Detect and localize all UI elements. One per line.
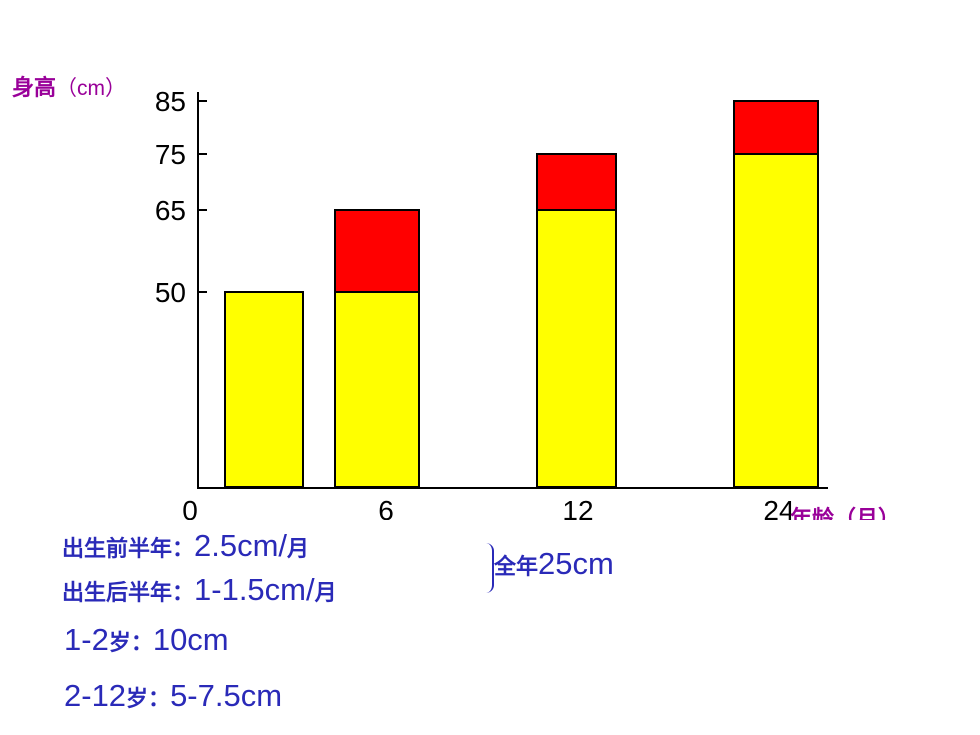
bar-base-24 <box>733 153 819 488</box>
bar-growth-12 <box>536 153 617 211</box>
y-tick-label-75: 75 <box>155 139 186 170</box>
bar-base-birth <box>224 291 304 488</box>
bars-group <box>224 100 819 488</box>
bar-base-12 <box>536 209 617 488</box>
brace <box>482 543 494 593</box>
y-tick-label-50: 50 <box>155 277 186 308</box>
height-growth-chart: 50 65 75 85 0 6 12 24 身高（cm） 年龄（月） <box>12 75 900 520</box>
y-axis-label: 身高（cm） <box>12 75 126 101</box>
y-tick-label-65: 65 <box>155 195 186 226</box>
x-axis-label: 年龄（月） <box>790 506 900 520</box>
bar-growth-24 <box>733 100 819 155</box>
note-age-2-12: 2-12岁：5-7.5cm <box>64 678 283 713</box>
x-tick-label-24: 24 <box>763 495 794 520</box>
note-first-half-year: 出生前半年：2.5cm/月 <box>62 528 310 563</box>
y-ticks-group: 50 65 75 85 <box>155 86 207 308</box>
x-tick-label-0: 0 <box>182 495 198 520</box>
x-ticks-group: 0 6 12 24 <box>182 495 794 520</box>
bar-growth-6 <box>334 209 420 293</box>
x-tick-label-6: 6 <box>378 495 394 520</box>
note-age-1-2: 1-2岁：10cm <box>64 622 229 657</box>
x-tick-label-12: 12 <box>562 495 593 520</box>
note-second-half-year: 出生后半年：1-1.5cm/月 <box>62 572 337 607</box>
y-tick-label-85: 85 <box>155 86 186 117</box>
bar-base-6 <box>334 291 420 488</box>
note-full-year: 全年25cm <box>494 546 614 581</box>
